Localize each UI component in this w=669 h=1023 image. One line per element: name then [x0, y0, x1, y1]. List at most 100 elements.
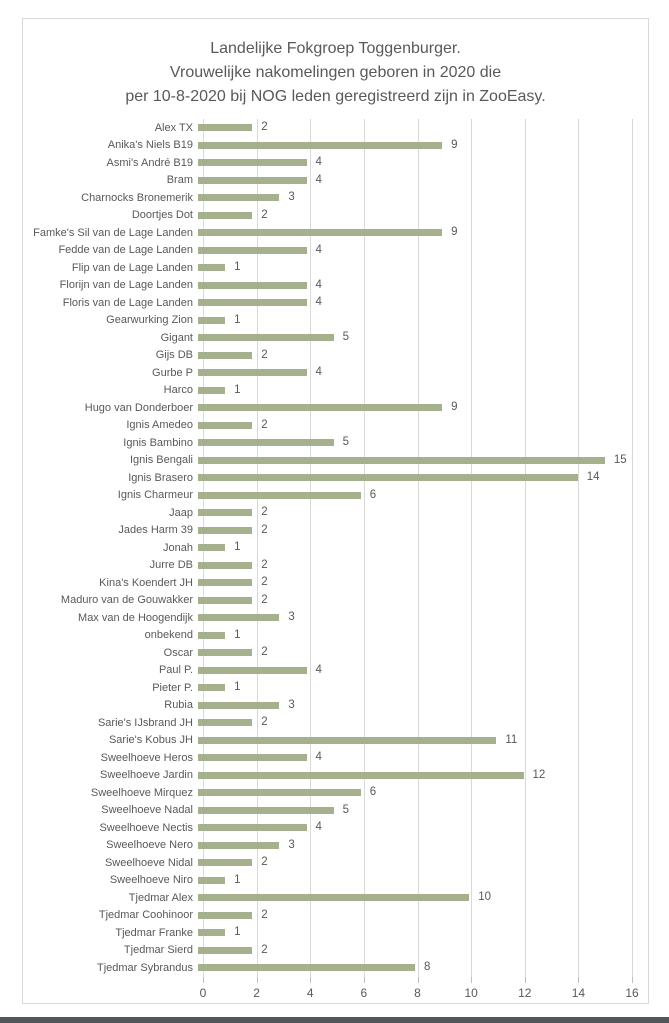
value-label: 5 — [342, 803, 350, 816]
bar-row: Alex TX 2 — [23, 119, 632, 137]
bar-row: Gijs DB 2 — [23, 347, 632, 365]
bar — [198, 386, 226, 394]
bar — [198, 579, 253, 587]
bar-track: 4 — [198, 749, 632, 767]
bar-track: 2 — [198, 522, 632, 540]
value-label: 2 — [261, 943, 268, 956]
category-label: Jades Harm 39 — [118, 524, 193, 537]
x-axis-tick-mark — [417, 976, 419, 983]
bar-row: Ignis Charmeur 6 — [23, 487, 632, 505]
category-label: Doortjes Dot — [131, 209, 193, 222]
bar — [198, 911, 253, 919]
bar — [198, 456, 605, 464]
x-axis-tick-mark — [363, 976, 365, 983]
x-axis-tick-label: 10 — [464, 985, 478, 1000]
category-label: Florijn van de Lage Landen — [59, 279, 193, 292]
value-label: 1 — [234, 628, 241, 641]
bar-row: Jaap 2 — [23, 504, 632, 522]
bar — [198, 859, 253, 867]
bar-row: Tjedmar Sybrandus 8 — [23, 959, 632, 977]
bar-track: 1 — [198, 627, 632, 645]
bar-row: Sarie's IJsbrand JH 2 — [23, 714, 632, 732]
value-label: 4 — [315, 366, 322, 378]
value-label: 2 — [261, 593, 268, 606]
bar-row: Doortjes Dot 2 — [23, 207, 632, 225]
category-label: Sweelhoeve Nero — [106, 839, 193, 852]
category-label: Anika's Niels B19 — [107, 139, 193, 152]
category-label: Fedde van de Lage Landen — [58, 244, 193, 257]
bar — [198, 789, 361, 797]
category-label: Gearwurking Zion — [106, 314, 193, 327]
bar-track: 2 — [198, 942, 632, 960]
bar — [198, 281, 307, 289]
value-label: 1 — [234, 873, 241, 886]
bar — [198, 771, 524, 779]
bar-track: 1 — [198, 259, 632, 277]
bar-row: Tjedmar Franke 1 — [23, 924, 632, 942]
bar-row: Rubia 3 — [23, 697, 632, 715]
x-axis-tick-mark — [578, 976, 580, 983]
bar — [198, 264, 226, 272]
category-label: Alex TX — [154, 121, 193, 134]
bar-track: 15 — [198, 452, 632, 470]
value-label: 5 — [342, 331, 350, 343]
bar — [198, 754, 307, 762]
bar-track: 3 — [198, 189, 632, 207]
bar-row: Fedde van de Lage Landen 4 — [23, 242, 632, 260]
category-label: Hugo van Donderboer — [84, 401, 193, 414]
bar-track: 4 — [198, 242, 632, 260]
bar — [198, 474, 578, 482]
value-label: 2 — [261, 908, 268, 921]
bar-track: 2 — [198, 714, 632, 732]
value-label: 2 — [261, 523, 268, 536]
bar-track: 8 — [198, 959, 632, 977]
bar-track: 3 — [198, 837, 632, 855]
value-label: 1 — [234, 541, 241, 553]
value-label: 2 — [261, 348, 268, 361]
bar-row: Jades Harm 39 2 — [23, 522, 632, 540]
bar — [198, 229, 443, 237]
value-label: 2 — [261, 856, 268, 868]
gridline — [363, 119, 365, 977]
bar-row: Sarie's Kobus JH 11 — [23, 732, 632, 750]
bar-row: Bram 4 — [23, 172, 632, 190]
bar-track: 12 — [198, 767, 632, 785]
bar-track: 2 — [198, 907, 632, 925]
category-label: Tjedmar Sierd — [123, 944, 193, 957]
x-axis-tick-mark — [632, 976, 633, 983]
value-label: 5 — [342, 436, 350, 448]
gridline — [632, 119, 633, 977]
bar-row: Oscar 2 — [23, 644, 632, 662]
category-label: Oscar — [163, 646, 193, 659]
category-label: Ignis Amedeo — [126, 419, 193, 432]
category-label: Bram — [166, 174, 193, 187]
bar-row: Ignis Bambino 5 — [23, 434, 632, 452]
bar-track: 4 — [198, 819, 632, 837]
bar-track: 9 — [198, 137, 632, 155]
category-label: Paul P. — [158, 664, 193, 677]
bar — [198, 701, 280, 709]
bar — [198, 299, 307, 307]
bar-track: 5 — [198, 434, 632, 452]
chart-title-line: per 10-8-2020 bij NOG leden geregistreer… — [125, 88, 546, 105]
bar-row: onbekend 1 — [23, 627, 632, 645]
value-label: 15 — [613, 453, 627, 466]
bar-track: 2 — [198, 854, 632, 872]
bar-track: 2 — [198, 417, 632, 435]
bar — [198, 841, 280, 849]
category-label: Rubia — [164, 699, 193, 712]
category-label: Ignis Bambino — [123, 436, 193, 449]
category-label: Ignis Bengali — [130, 454, 193, 467]
bar-row: Max van de Hoogendijk 3 — [23, 609, 632, 627]
bar-row: Sweelhoeve Nadal 5 — [23, 802, 632, 820]
bottom-window-edge — [0, 1017, 669, 1023]
bar — [198, 491, 361, 499]
value-label: 2 — [261, 576, 268, 588]
bar-row: Kina's Koendert JH 2 — [23, 574, 632, 592]
bar-track: 1 — [198, 872, 632, 890]
x-axis-tick-label: 12 — [518, 985, 532, 1000]
bar-track: 3 — [198, 609, 632, 627]
bar-track: 5 — [198, 802, 632, 820]
value-label: 3 — [288, 191, 295, 203]
x-axis-tick-mark — [310, 976, 312, 983]
